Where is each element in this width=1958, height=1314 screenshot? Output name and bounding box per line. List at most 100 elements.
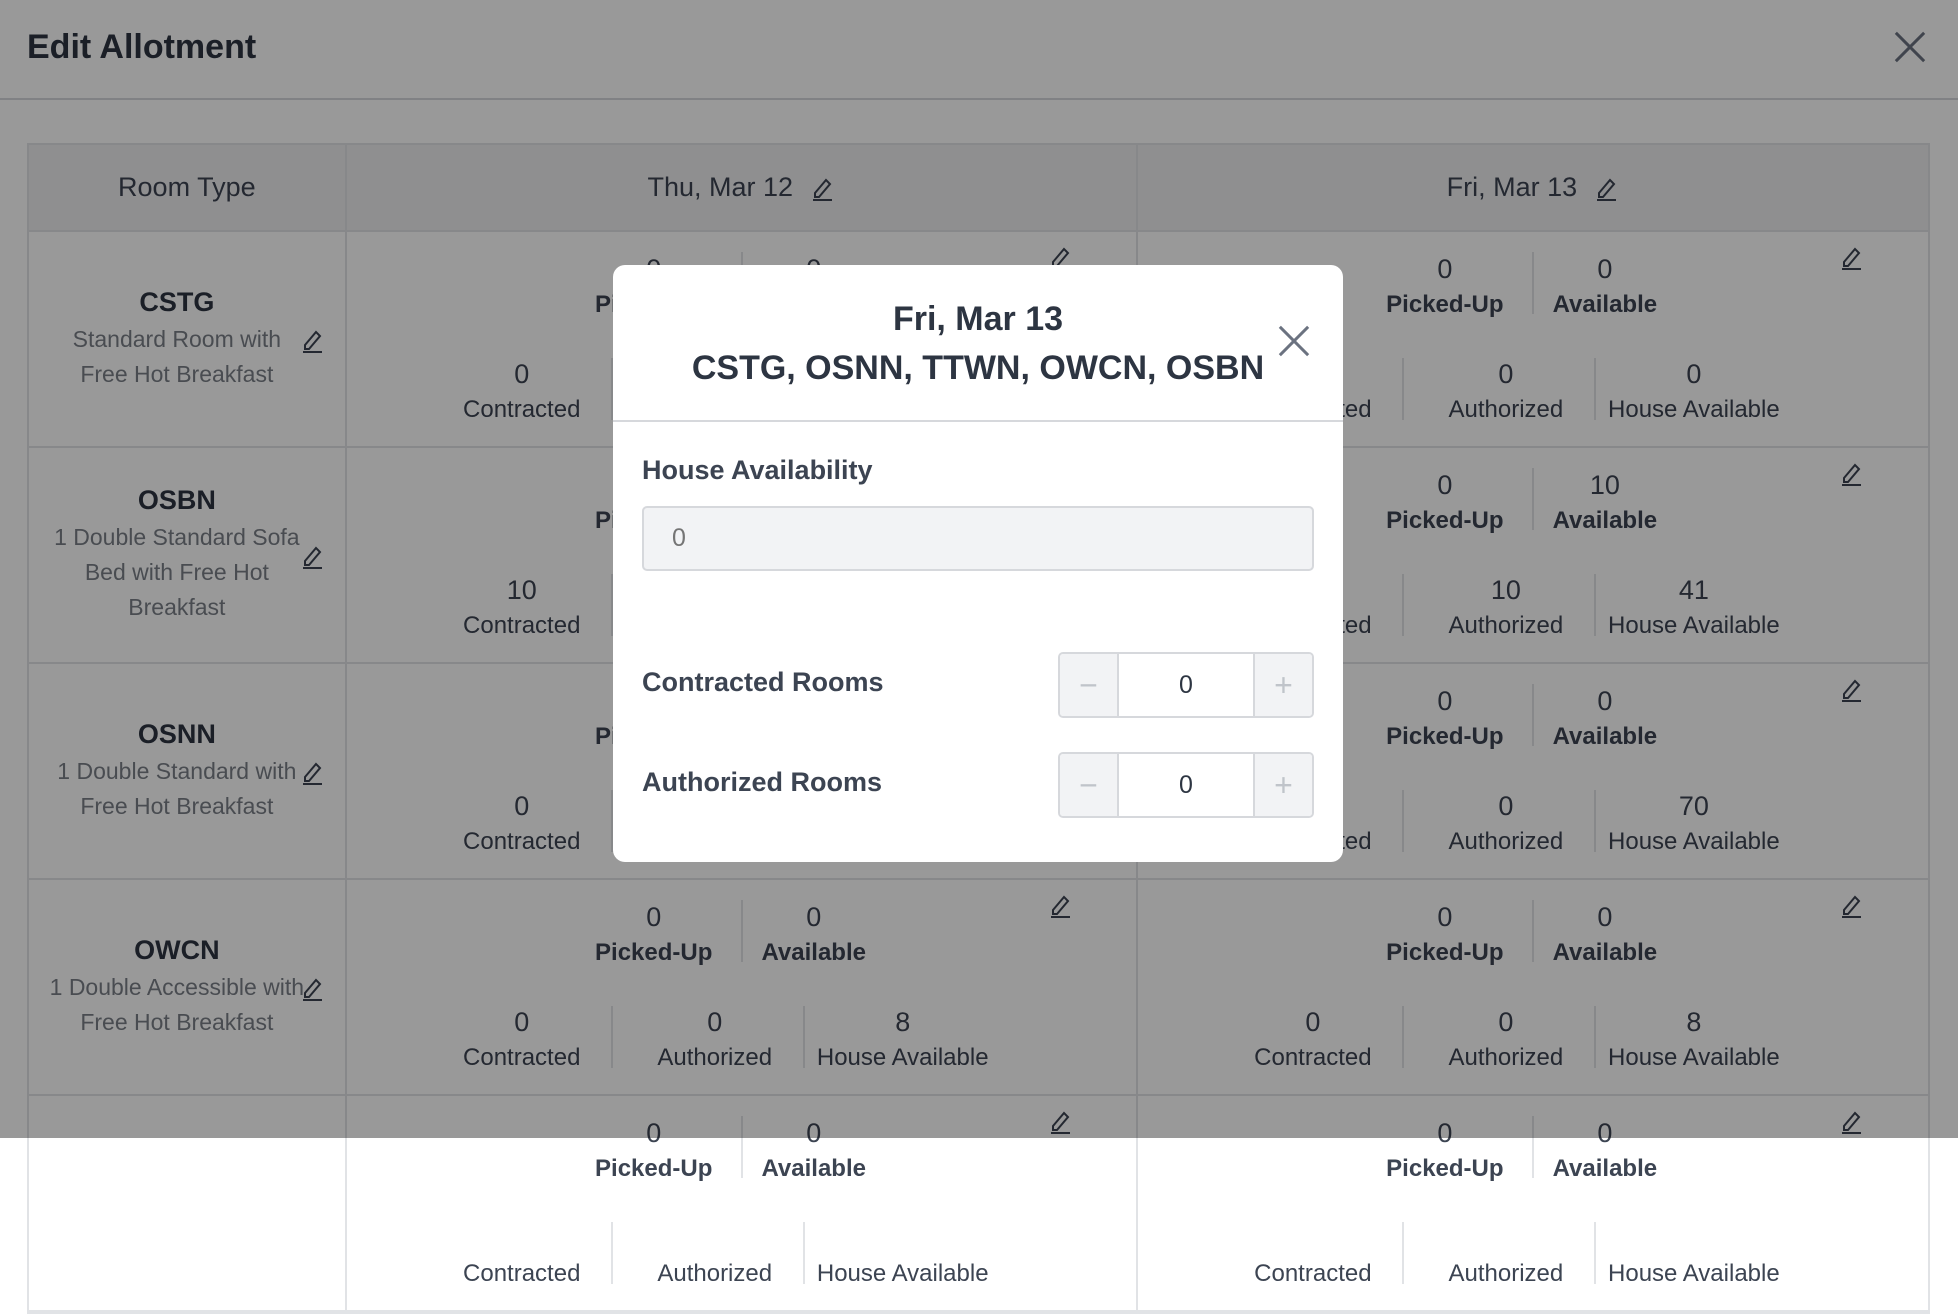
pencil-icon[interactable] <box>1047 892 1073 918</box>
decrement-button[interactable]: − <box>1060 754 1117 816</box>
authorized-value: 0 <box>707 1007 723 1037</box>
authorized-label: Authorized <box>657 1044 773 1071</box>
contracted-value: 0 <box>514 1007 530 1037</box>
authorized-label: Authorized <box>657 1260 773 1287</box>
picked-up-value: 0 <box>1437 254 1453 284</box>
pencil-icon[interactable] <box>1838 676 1864 702</box>
pencil-icon[interactable] <box>1593 175 1619 201</box>
page-title: Edit Allotment <box>27 28 257 66</box>
room-description: Standard Room with Free Hot Breakfast <box>72 325 282 387</box>
house-available-label: House Available <box>1608 396 1780 423</box>
house-availability-label: House Availability <box>642 455 873 485</box>
contracted-value: 10 <box>506 575 537 605</box>
room-code: OSNN <box>137 718 216 749</box>
pencil-icon[interactable] <box>299 543 325 569</box>
picked-up-value: 0 <box>1437 686 1453 716</box>
divider <box>613 420 1343 422</box>
pencil-icon[interactable] <box>299 327 325 353</box>
page-header: Edit Allotment <box>0 0 1958 100</box>
edit-dialog: Fri, Mar 13 CSTG, OSNN, TTWN, OWCN, OSBN… <box>613 265 1343 862</box>
picked-up-label: Picked-Up <box>595 1155 713 1182</box>
picked-up-value: 0 <box>1437 902 1453 932</box>
available-value: 0 <box>1597 902 1613 932</box>
authorized-value: 0 <box>1498 359 1514 389</box>
pencil-icon[interactable] <box>809 175 835 201</box>
picked-up-label: Picked-Up <box>1386 1155 1504 1182</box>
table-row: OWCN 1 Double Accessible with Free Hot B… <box>29 880 1928 1096</box>
date-header-thu: Thu, Mar 12 <box>647 172 794 202</box>
house-available-label: House Available <box>816 1044 989 1071</box>
available-label: Available <box>1552 1155 1658 1182</box>
contracted-rooms-stepper: − 0 + <box>1058 652 1314 718</box>
authorized-rooms-stepper: − 0 + <box>1058 752 1314 818</box>
contracted-label: Contracted <box>463 612 581 639</box>
pencil-icon[interactable] <box>1047 1108 1073 1134</box>
room-description: 1 Double Standard with Free Hot Breakfas… <box>57 757 297 819</box>
pencil-icon[interactable] <box>1838 892 1864 918</box>
room-code: OWCN <box>134 934 220 965</box>
picked-up-label: Picked-Up <box>1386 939 1504 966</box>
contracted-label: Contracted <box>1254 1260 1372 1287</box>
pencil-icon[interactable] <box>1838 244 1864 270</box>
increment-button[interactable]: + <box>1255 654 1312 716</box>
contracted-label: Contracted <box>1254 1044 1372 1071</box>
contracted-rooms-value[interactable]: 0 <box>1117 654 1255 716</box>
room-description: 1 Double Accessible with Free Hot Breakf… <box>49 973 305 1035</box>
available-label: Available <box>1552 291 1658 318</box>
house-available-value: 8 <box>1686 1007 1702 1037</box>
house-available-label: House Available <box>1608 1260 1780 1287</box>
decrement-button[interactable]: − <box>1060 654 1117 716</box>
pencil-icon[interactable] <box>1838 460 1864 486</box>
contracted-value: 0 <box>1305 1007 1321 1037</box>
available-value: 0 <box>806 902 822 932</box>
picked-up-label: Picked-Up <box>1386 507 1504 534</box>
contracted-label: Contracted <box>463 828 581 855</box>
picked-up-label: Picked-Up <box>595 939 713 966</box>
pencil-icon[interactable] <box>299 975 325 1001</box>
house-available-value: 8 <box>895 1007 911 1037</box>
authorized-label: Authorized <box>1448 612 1564 639</box>
picked-up-label: Picked-Up <box>1386 723 1504 750</box>
room-code: CSTG <box>139 286 215 317</box>
available-label: Available <box>761 939 866 966</box>
contracted-label: Contracted <box>463 396 581 423</box>
house-available-value: 70 <box>1678 791 1709 821</box>
available-value: 0 <box>1597 686 1613 716</box>
available-value: 0 <box>1597 254 1613 284</box>
room-type-cell: OSBN 1 Double Standard Sofa Bed with Fre… <box>29 448 347 662</box>
picked-up-label: Picked-Up <box>1386 291 1504 318</box>
date-header-fri: Fri, Mar 13 <box>1446 172 1578 202</box>
room-description: 1 Double Standard Sofa Bed with Free Hot… <box>54 524 300 620</box>
authorized-value: 0 <box>1498 791 1514 821</box>
house-available-label: House Available <box>1608 1044 1780 1071</box>
house-available-value: 0 <box>1686 359 1702 389</box>
authorized-rooms-value[interactable]: 0 <box>1117 754 1255 816</box>
dialog-room-types: CSTG, OSNN, TTWN, OWCN, OSBN <box>691 349 1265 387</box>
available-label: Available <box>1552 723 1658 750</box>
dialog-close-icon[interactable] <box>1277 324 1311 358</box>
available-label: Available <box>761 1155 866 1182</box>
room-type-cell: CSTG Standard Room with Free Hot Breakfa… <box>29 232 347 446</box>
pencil-icon[interactable] <box>1838 1108 1864 1134</box>
picked-up-value: 0 <box>646 902 662 932</box>
room-type-header: Room Type <box>118 172 256 202</box>
authorized-value: 10 <box>1490 575 1521 605</box>
available-label: Available <box>1552 507 1658 534</box>
contracted-label: Contracted <box>463 1044 581 1071</box>
authorized-label: Authorized <box>1448 828 1564 855</box>
table-header: Room Type Thu, Mar 12 Fri, Mar 13 <box>29 145 1928 232</box>
authorized-label: Authorized <box>1448 396 1564 423</box>
authorized-label: Authorized <box>1448 1044 1564 1071</box>
authorized-rooms-label: Authorized Rooms <box>642 767 882 797</box>
room-type-cell: OSNN 1 Double Standard with Free Hot Bre… <box>29 664 347 878</box>
increment-button[interactable]: + <box>1255 754 1312 816</box>
authorized-value: 0 <box>1498 1007 1514 1037</box>
available-label: Available <box>1552 939 1658 966</box>
pencil-icon[interactable] <box>299 759 325 785</box>
house-availability-input[interactable] <box>642 506 1314 571</box>
picked-up-value: 0 <box>1437 470 1453 500</box>
house-available-value: 41 <box>1678 575 1709 605</box>
authorized-label: Authorized <box>1448 1260 1564 1287</box>
dialog-date: Fri, Mar 13 <box>892 300 1064 338</box>
available-value: 10 <box>1589 470 1620 500</box>
